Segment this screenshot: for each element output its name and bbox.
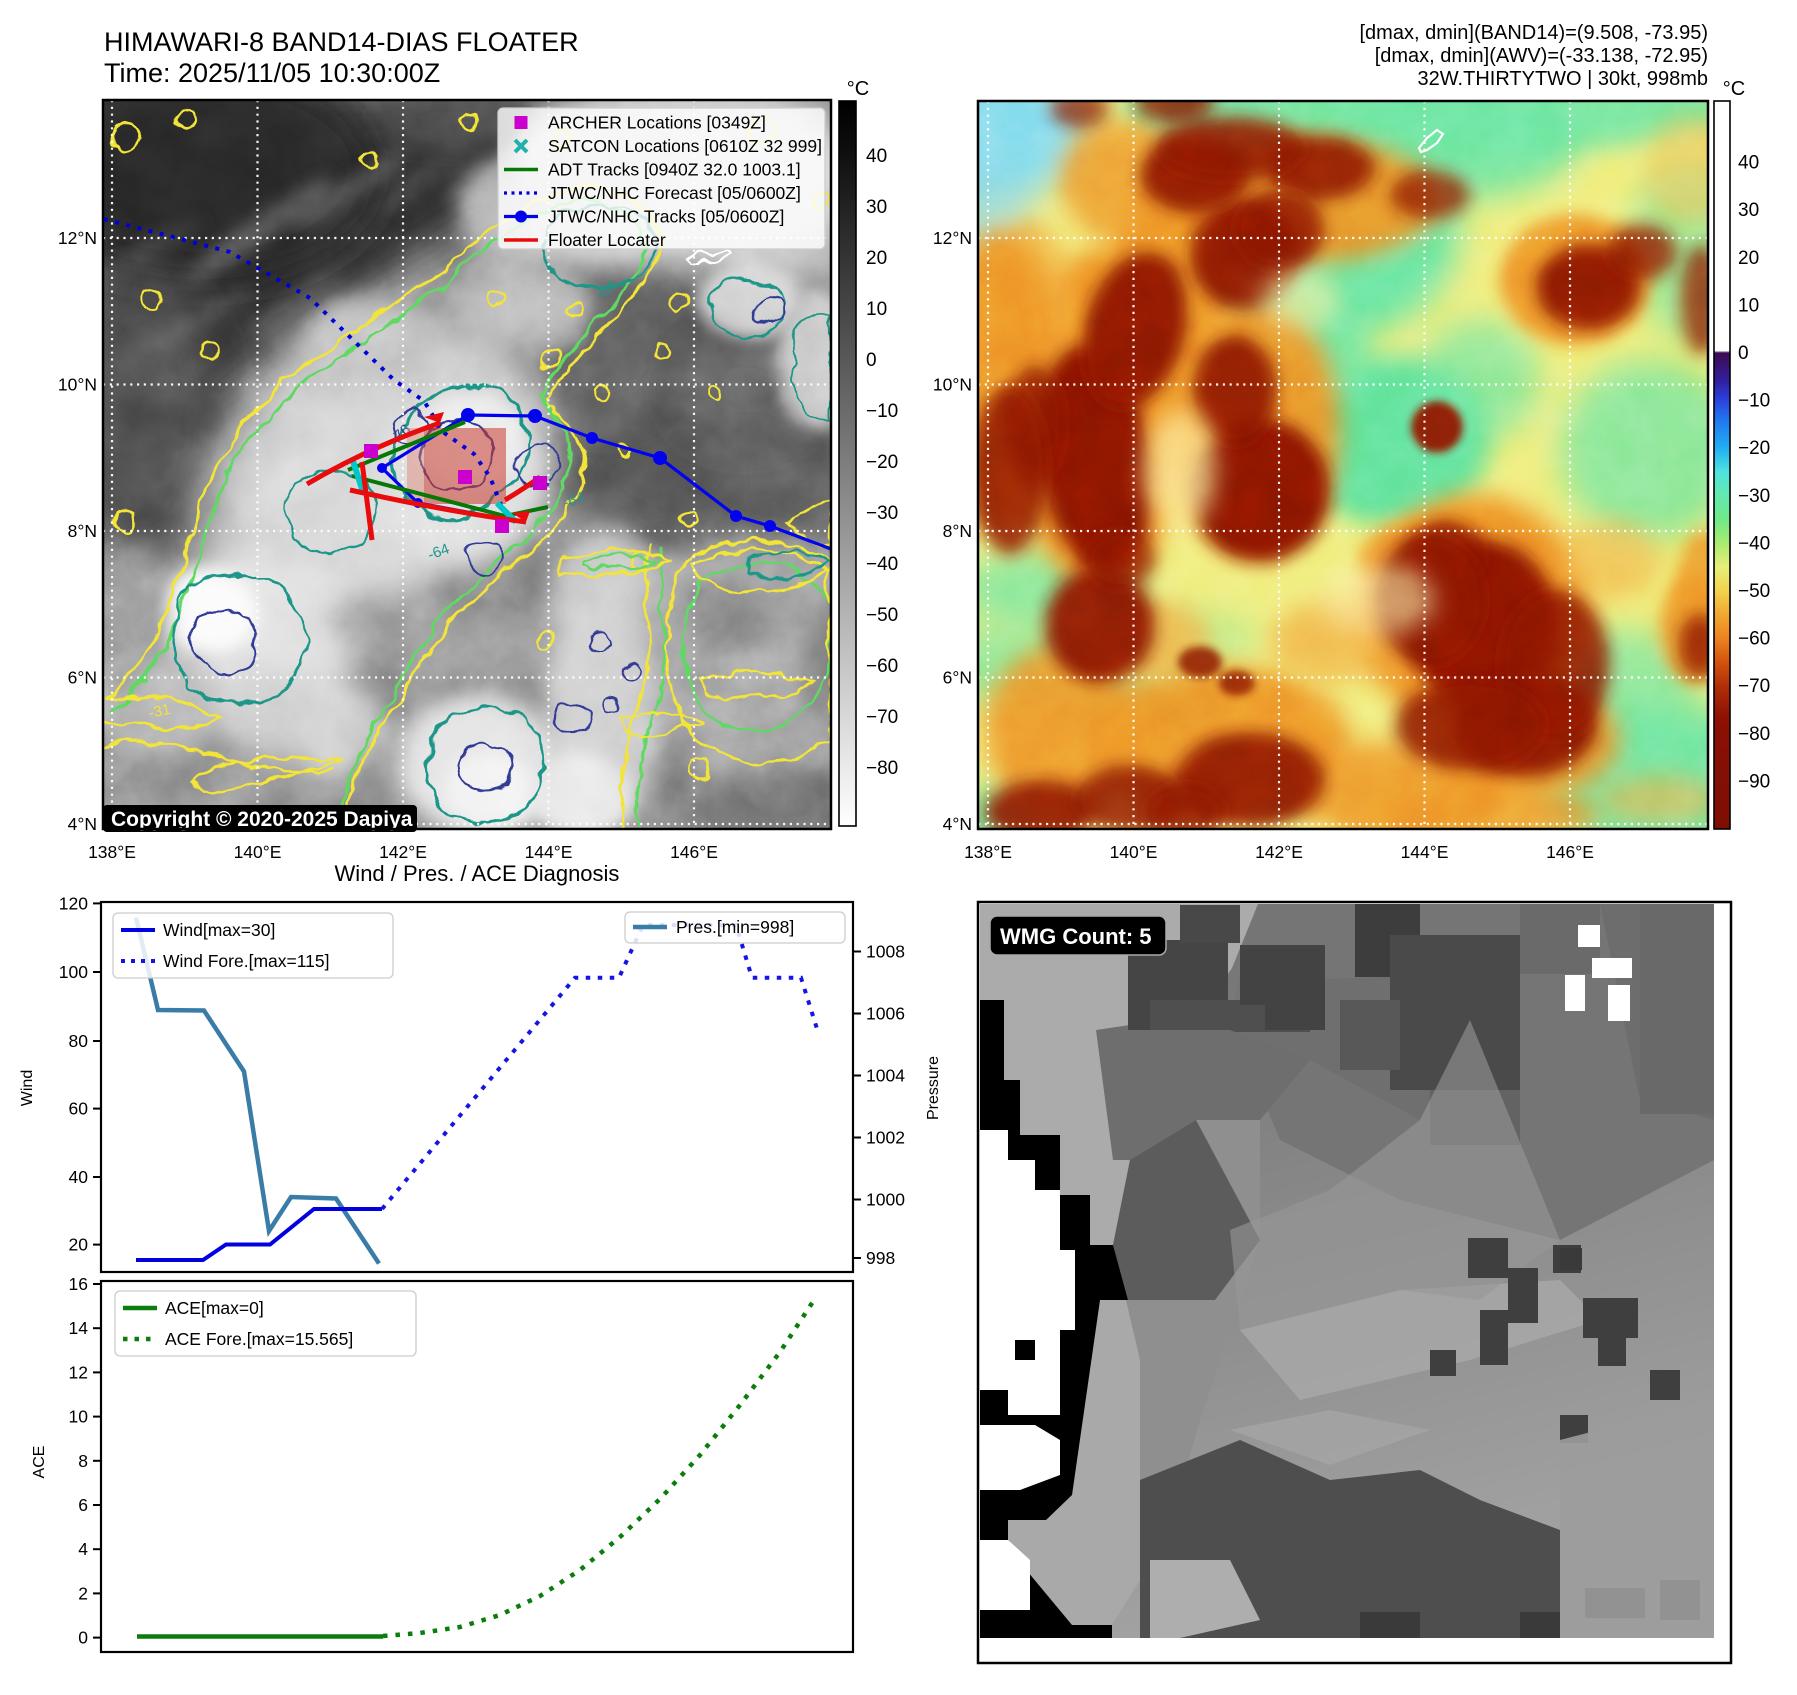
svg-text:12°N: 12°N xyxy=(58,228,97,248)
svg-text:Wind: Wind xyxy=(19,1070,36,1106)
svg-text:4: 4 xyxy=(78,1539,88,1559)
svg-text:20: 20 xyxy=(866,248,887,269)
svg-text:142°E: 142°E xyxy=(1255,842,1303,862)
svg-text:8°N: 8°N xyxy=(943,521,972,541)
svg-text:Pres.[min=998]: Pres.[min=998] xyxy=(676,917,794,937)
svg-text:JTWC/NHC Tracks [05/0600Z]: JTWC/NHC Tracks [05/0600Z] xyxy=(548,207,784,227)
svg-text:14: 14 xyxy=(69,1318,89,1338)
svg-text:−40: −40 xyxy=(866,554,898,575)
svg-text:2: 2 xyxy=(78,1583,88,1603)
svg-text:6°N: 6°N xyxy=(68,668,97,688)
svg-text:ARCHER Locations [0349Z]: ARCHER Locations [0349Z] xyxy=(548,113,766,133)
svg-text:−50: −50 xyxy=(866,605,898,626)
svg-text:1002: 1002 xyxy=(866,1128,905,1148)
svg-text:120: 120 xyxy=(59,893,88,913)
svg-text:ACE Fore.[max=15.565]: ACE Fore.[max=15.565] xyxy=(165,1329,353,1349)
svg-text:−20: −20 xyxy=(1738,438,1770,459)
svg-text:32W.THIRTYTWO | 30kt, 998mb: 32W.THIRTYTWO | 30kt, 998mb xyxy=(1418,68,1708,90)
svg-text:0: 0 xyxy=(1738,343,1749,364)
svg-text:80: 80 xyxy=(69,1031,89,1051)
svg-text:12: 12 xyxy=(69,1362,88,1382)
svg-text:40: 40 xyxy=(866,146,887,167)
svg-text:60: 60 xyxy=(69,1099,89,1119)
svg-text:8°N: 8°N xyxy=(68,521,97,541)
svg-text:[dmax, dmin](AWV)=(-33.138, -7: [dmax, dmin](AWV)=(-33.138, -72.95) xyxy=(1375,45,1708,67)
svg-text:144°E: 144°E xyxy=(1401,842,1449,862)
svg-text:40: 40 xyxy=(1738,153,1759,174)
svg-text:ADT Tracks [0940Z 32.0 1003.1]: ADT Tracks [0940Z 32.0 1003.1] xyxy=(548,160,801,180)
svg-text:-64: -64 xyxy=(561,489,587,512)
svg-text:6: 6 xyxy=(78,1495,88,1515)
svg-text:1006: 1006 xyxy=(866,1004,905,1024)
svg-text:12°N: 12°N xyxy=(933,228,972,248)
svg-text:Copyright © 2020-2025 Dapiya: Copyright © 2020-2025 Dapiya xyxy=(111,808,413,831)
svg-text:1008: 1008 xyxy=(866,942,905,962)
svg-text:998: 998 xyxy=(866,1248,895,1268)
svg-text:−10: −10 xyxy=(866,401,898,422)
svg-text:−60: −60 xyxy=(1738,629,1770,650)
svg-text:°C: °C xyxy=(847,78,869,100)
svg-text:−70: −70 xyxy=(866,707,898,728)
svg-text:1000: 1000 xyxy=(866,1190,905,1210)
svg-text:−90: −90 xyxy=(1738,771,1770,792)
svg-text:-64: -64 xyxy=(426,540,452,563)
svg-text:ACE[max=0]: ACE[max=0] xyxy=(165,1298,264,1318)
svg-text:10: 10 xyxy=(866,299,887,320)
svg-text:142°E: 142°E xyxy=(379,842,427,862)
svg-text:138°E: 138°E xyxy=(964,842,1012,862)
svg-text:−20: −20 xyxy=(866,452,898,473)
svg-text:20: 20 xyxy=(69,1235,89,1255)
svg-text:30: 30 xyxy=(866,197,887,218)
svg-text:4°N: 4°N xyxy=(943,814,972,834)
svg-text:40: 40 xyxy=(69,1167,89,1187)
svg-text:−60: −60 xyxy=(866,656,898,677)
svg-text:HIMAWARI-8 BAND14-DIAS FLOATER: HIMAWARI-8 BAND14-DIAS FLOATER xyxy=(104,27,579,57)
svg-text:4°N: 4°N xyxy=(68,814,97,834)
svg-text:JTWC/NHC Forecast [05/0600Z]: JTWC/NHC Forecast [05/0600Z] xyxy=(548,183,801,203)
svg-text:144°E: 144°E xyxy=(525,842,573,862)
svg-text:ACE: ACE xyxy=(31,1446,48,1479)
svg-text:Pressure: Pressure xyxy=(925,1056,942,1120)
svg-text:Wind[max=30]: Wind[max=30] xyxy=(163,920,275,940)
svg-text:−40: −40 xyxy=(1738,533,1770,554)
svg-text:−10: −10 xyxy=(1738,391,1770,412)
svg-text:30: 30 xyxy=(1738,200,1759,221)
svg-text:−80: −80 xyxy=(1738,724,1770,745)
svg-text:10: 10 xyxy=(69,1407,89,1427)
svg-text:138°E: 138°E xyxy=(88,842,136,862)
svg-text:0: 0 xyxy=(866,350,877,371)
svg-text:Wind Fore.[max=115]: Wind Fore.[max=115] xyxy=(163,951,329,971)
svg-text:146°E: 146°E xyxy=(1546,842,1594,862)
svg-text:20: 20 xyxy=(1738,248,1759,269)
svg-text:SATCON Locations [0610Z 32 999: SATCON Locations [0610Z 32 999] xyxy=(548,136,822,156)
svg-text:1004: 1004 xyxy=(866,1066,905,1086)
svg-text:WMG Count: 5: WMG Count: 5 xyxy=(1000,924,1152,949)
svg-text:6°N: 6°N xyxy=(943,668,972,688)
svg-text:Floater Locater: Floater Locater xyxy=(548,230,666,250)
svg-text:−50: −50 xyxy=(1738,581,1770,602)
svg-text:100: 100 xyxy=(59,962,88,982)
svg-text:−80: −80 xyxy=(866,758,898,779)
svg-text:10°N: 10°N xyxy=(58,375,97,395)
svg-text:−30: −30 xyxy=(866,503,898,524)
svg-text:0: 0 xyxy=(78,1628,88,1648)
svg-text:10°N: 10°N xyxy=(933,375,972,395)
svg-text:Time: 2025/11/05 10:30:00Z: Time: 2025/11/05 10:30:00Z xyxy=(104,58,440,88)
svg-text:8: 8 xyxy=(78,1451,88,1471)
svg-text:°C: °C xyxy=(1723,78,1745,100)
svg-text:−70: −70 xyxy=(1738,676,1770,697)
svg-text:16: 16 xyxy=(69,1274,88,1294)
svg-text:140°E: 140°E xyxy=(1110,842,1158,862)
svg-text:140°E: 140°E xyxy=(234,842,282,862)
svg-text:-31: -31 xyxy=(147,701,172,722)
svg-text:−30: −30 xyxy=(1738,486,1770,507)
svg-text:Wind / Pres. / ACE Diagnosis: Wind / Pres. / ACE Diagnosis xyxy=(335,861,620,886)
svg-text:[dmax, dmin](BAND14)=(9.508, -: [dmax, dmin](BAND14)=(9.508, -73.95) xyxy=(1360,22,1709,44)
svg-text:10: 10 xyxy=(1738,295,1759,316)
svg-text:146°E: 146°E xyxy=(670,842,718,862)
